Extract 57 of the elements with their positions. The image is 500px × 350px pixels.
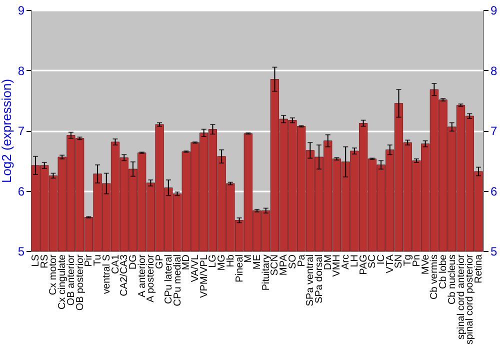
- y-tick-label: 6: [18, 184, 25, 198]
- x-tick-label: IC: [376, 254, 388, 264]
- x-tick-label: SC: [367, 254, 378, 268]
- x-tick-label: SN: [394, 254, 405, 268]
- x-tick-label: ME: [252, 254, 263, 270]
- x-tick-label: Cx cingulate: [57, 254, 68, 310]
- x-tick-label: ventral S: [101, 254, 112, 294]
- x-tick-label: A anterior: [136, 254, 148, 298]
- y-tick-label: 7: [18, 124, 25, 138]
- y-tick-label: 9: [18, 4, 25, 18]
- y-tick-label: 8: [18, 64, 25, 78]
- x-tick-label: VMH: [332, 254, 343, 277]
- x-tick-label: OB anterior: [66, 254, 77, 306]
- x-tick-label: OB posterior: [74, 254, 86, 311]
- x-tick-label: CPu medial: [172, 254, 184, 306]
- y2-tick-label: 8: [490, 64, 498, 78]
- x-tick-label: MPA: [278, 254, 290, 276]
- x-tick-label: VA/VL: [190, 254, 201, 282]
- y2-tick-label: 7: [490, 124, 498, 138]
- y2-tick-label: 5: [490, 244, 498, 258]
- x-tick-label: Arc: [340, 254, 352, 270]
- x-tick-label: Tg: [402, 254, 414, 266]
- x-tick-label: CA2/CA3: [119, 254, 130, 296]
- x-tick-label: spinal cord anterior: [456, 254, 467, 340]
- x-tick-label: CA1: [110, 254, 122, 274]
- y2-tick-label: 6: [490, 184, 498, 198]
- x-tick-label: Hb: [225, 254, 236, 268]
- x-tick-label: LH: [349, 254, 360, 268]
- x-tick-label: Pa: [296, 254, 308, 267]
- x-tick-label: Pineal: [234, 254, 246, 282]
- x-tick-label: GP: [154, 254, 166, 269]
- x-tick-label: SCN: [270, 254, 281, 276]
- x-tick-label: DM: [322, 254, 334, 270]
- x-tick-label: CPu lateral: [163, 254, 174, 304]
- x-tick-label: VTA: [384, 254, 396, 274]
- x-tick-label: Pir: [84, 254, 95, 267]
- x-tick-label: DG: [128, 254, 139, 270]
- x-tick-label: A posterior: [146, 254, 157, 302]
- x-tick-label: Tu: [92, 254, 104, 266]
- x-tick-label: VPM/VPL: [198, 254, 210, 298]
- x-tick-label: Pituitary: [260, 254, 272, 291]
- x-tick-label: Retina: [473, 254, 484, 284]
- y-axis-title: Log2 (expression): [0, 78, 14, 184]
- x-tick-label: Cb lobe: [438, 254, 450, 289]
- x-tick-label: LG: [208, 254, 219, 268]
- x-tick-label: Pn: [411, 254, 422, 267]
- x-tick-label: spinal cord posterior: [464, 254, 476, 345]
- x-tick-label: LS: [30, 254, 42, 267]
- y2-tick-label: 9: [490, 4, 498, 18]
- x-tick-label: PAG: [358, 254, 370, 275]
- x-tick-label: MVe: [420, 254, 432, 275]
- x-tick-label: M: [243, 254, 254, 263]
- x-tick-label: SO: [287, 254, 298, 269]
- x-tick-label: SPa dorsal: [314, 254, 326, 304]
- x-tick-label: RS: [39, 254, 50, 268]
- x-tick-label: Cb nucleus: [446, 254, 458, 305]
- y-tick-label: 5: [18, 244, 25, 258]
